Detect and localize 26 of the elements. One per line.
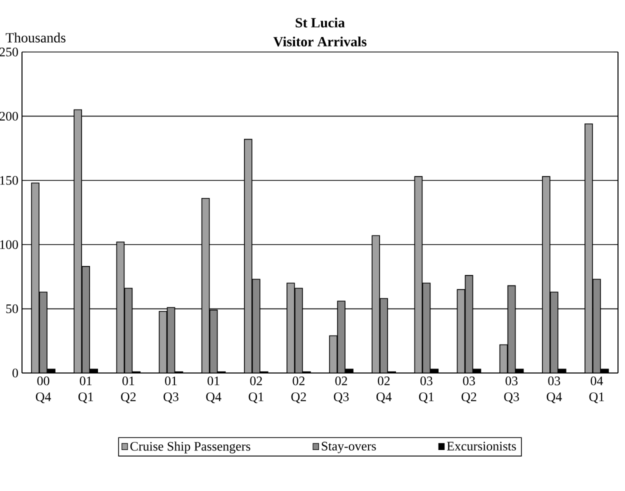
legend-label: Stay-overs xyxy=(322,442,376,454)
legend-label: Excursionists xyxy=(447,442,516,450)
y-tick-label: 50 xyxy=(6,304,18,314)
x-tick-label: 02 Q3 xyxy=(334,376,349,404)
chart-subtitle: Visitor Arrivals xyxy=(273,36,366,46)
x-tick-label: 03 Q4 xyxy=(546,376,562,404)
y-axis-title: Thousands xyxy=(6,32,66,42)
x-tick-label: 02 Q4 xyxy=(376,376,392,404)
y-tick-label: 150 xyxy=(0,176,18,185)
y-tick-label: 200 xyxy=(0,112,18,121)
x-tick-label: 03 Q2 xyxy=(462,376,476,404)
x-tick-label: 01 Q2 xyxy=(121,376,136,404)
x-tick-label: 00 Q4 xyxy=(36,376,52,404)
y-tick-label: 100 xyxy=(0,240,18,249)
chart-title: St Lucia xyxy=(296,18,345,28)
x-tick-label: 01 Q1 xyxy=(78,376,93,404)
x-tick-label: 02 Q2 xyxy=(291,376,306,404)
y-tick-label: 0 xyxy=(12,368,18,378)
legend-label: Cruise Ship Passengers xyxy=(130,442,250,454)
x-tick-label: 01 Q4 xyxy=(206,376,222,404)
x-tick-label: 02 Q1 xyxy=(248,376,264,404)
x-tick-label: 01 Q3 xyxy=(164,376,178,404)
x-tick-label: 03 Q1 xyxy=(419,376,434,404)
x-tick-label: 04 Q1 xyxy=(589,376,604,404)
y-tick-label: 250 xyxy=(0,48,18,56)
x-tick-label: 03 Q3 xyxy=(504,376,519,404)
